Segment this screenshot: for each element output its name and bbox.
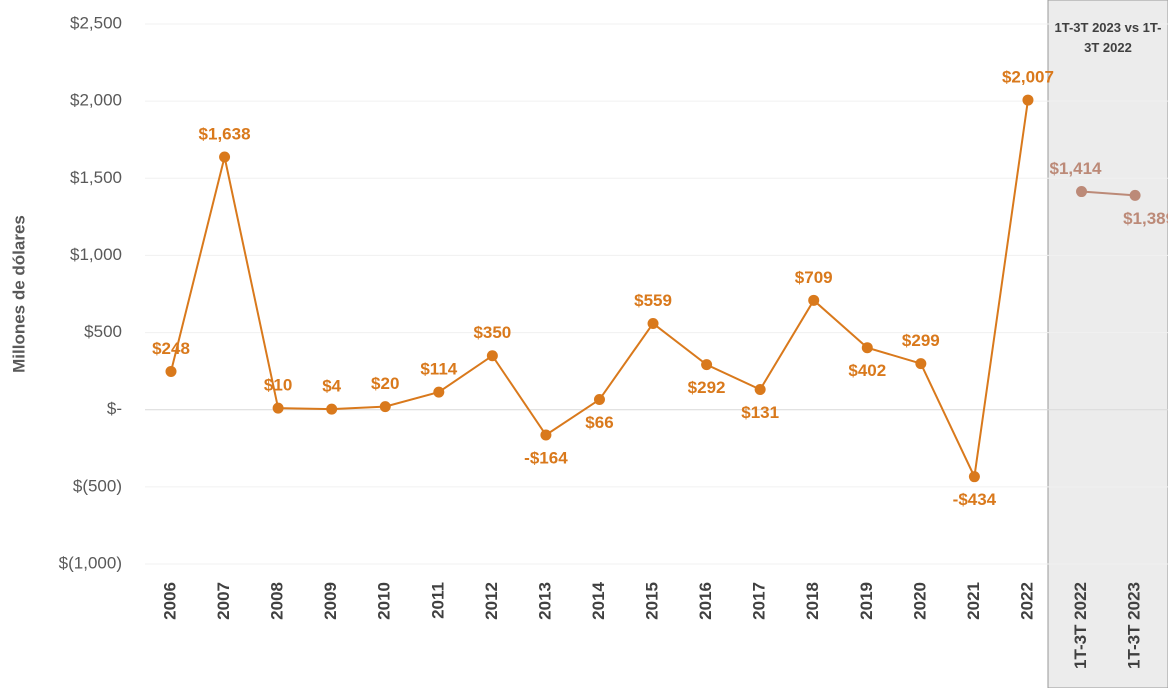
data-label: $248 bbox=[152, 339, 190, 358]
y-tick-label: $2,500 bbox=[70, 13, 122, 32]
data-point bbox=[593, 394, 605, 406]
x-tick-label: 2022 bbox=[1017, 582, 1036, 620]
data-label: -$434 bbox=[953, 490, 997, 509]
x-tick-label: 2019 bbox=[857, 582, 876, 620]
data-point bbox=[915, 358, 927, 370]
x-tick-label: 2018 bbox=[803, 582, 822, 620]
x-tick-label: 2013 bbox=[535, 582, 554, 620]
data-point bbox=[219, 151, 231, 163]
y-tick-label: $2,000 bbox=[70, 91, 122, 110]
y-axis-title: Millones de dólares bbox=[9, 215, 28, 373]
data-point bbox=[968, 471, 980, 483]
x-tick-label: 2020 bbox=[910, 582, 929, 620]
data-label: $1,414 bbox=[1050, 159, 1103, 178]
y-tick-label: $1,000 bbox=[70, 245, 122, 264]
data-point bbox=[433, 386, 445, 398]
panel-annotation: 1T-3T 2023 vs 1T-3T 2022 bbox=[1054, 20, 1162, 55]
data-point bbox=[379, 401, 391, 413]
x-tick-label: 2016 bbox=[696, 582, 715, 620]
y-tick-label: $500 bbox=[84, 322, 122, 341]
data-point bbox=[808, 294, 820, 306]
comparison-panel bbox=[1047, 0, 1168, 688]
data-label: $559 bbox=[634, 291, 672, 310]
data-label: $4 bbox=[322, 377, 341, 396]
data-label: $292 bbox=[688, 378, 726, 397]
x-tick-label: 1T-3T 2023 bbox=[1125, 582, 1144, 669]
data-point bbox=[272, 402, 284, 414]
y-tick-label: $(1,000) bbox=[59, 553, 122, 572]
data-label: $402 bbox=[848, 361, 886, 380]
x-tick-label: 2011 bbox=[428, 582, 447, 619]
data-point bbox=[1129, 189, 1141, 201]
data-point bbox=[165, 365, 177, 377]
data-label: $1,638 bbox=[199, 124, 251, 143]
data-label: $10 bbox=[264, 376, 292, 395]
x-tick-label: 2008 bbox=[268, 582, 287, 620]
data-point bbox=[486, 350, 498, 362]
y-tick-label: $- bbox=[107, 399, 122, 418]
data-point bbox=[1076, 186, 1088, 198]
data-point bbox=[754, 384, 766, 396]
data-label: $1,389 bbox=[1123, 209, 1168, 228]
data-label: $299 bbox=[902, 331, 940, 350]
x-tick-label: 2006 bbox=[160, 582, 179, 620]
x-tick-label: 1T-3T 2022 bbox=[1071, 582, 1090, 669]
y-tick-label: $1,500 bbox=[70, 168, 122, 187]
data-label: $131 bbox=[741, 403, 779, 422]
data-label: $20 bbox=[371, 374, 399, 393]
x-tick-label: 2021 bbox=[964, 582, 983, 620]
data-label: $350 bbox=[473, 323, 511, 342]
data-point bbox=[326, 403, 338, 415]
x-tick-label: 2015 bbox=[643, 582, 662, 620]
data-label: $2,007 bbox=[1002, 68, 1054, 87]
x-tick-label: 2007 bbox=[214, 582, 233, 620]
x-tick-label: 2017 bbox=[750, 582, 769, 620]
data-point bbox=[1022, 94, 1034, 106]
data-label: -$164 bbox=[524, 449, 568, 468]
series-line bbox=[1081, 190, 1136, 197]
data-label: $66 bbox=[585, 413, 613, 432]
data-point bbox=[647, 317, 659, 329]
x-tick-label: 2009 bbox=[321, 582, 340, 620]
data-point bbox=[861, 342, 873, 354]
x-tick-label: 2012 bbox=[482, 582, 501, 620]
data-point bbox=[540, 429, 552, 441]
data-label: $114 bbox=[420, 360, 457, 379]
data-label: $709 bbox=[795, 268, 833, 287]
y-tick-label: $(500) bbox=[73, 476, 122, 495]
x-tick-label: 2014 bbox=[589, 581, 608, 619]
data-point bbox=[701, 359, 713, 371]
x-tick-label: 2010 bbox=[375, 582, 394, 620]
